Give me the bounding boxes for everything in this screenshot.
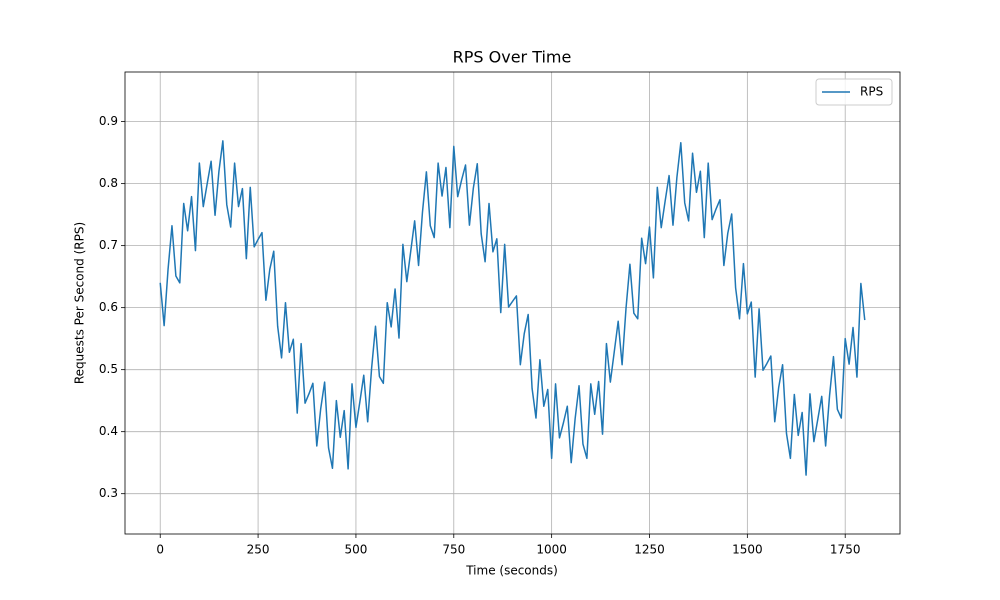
x-tick-label: 0 <box>156 543 164 557</box>
x-tick-label: 250 <box>247 543 270 557</box>
x-tick-label: 1250 <box>634 543 665 557</box>
legend-box <box>815 78 893 106</box>
x-tick-label: 500 <box>344 543 367 557</box>
y-tick-label: 0.4 <box>99 424 118 438</box>
y-tick-label: 0.7 <box>99 238 118 252</box>
y-axis-label: Requests Per Second (RPS) <box>73 222 87 384</box>
data-line <box>159 140 866 476</box>
chart-title: RPS Over Time <box>453 48 572 67</box>
y-tick-label: 0.8 <box>99 176 118 190</box>
y-tick-label: 0.3 <box>99 486 118 500</box>
plot-frame <box>124 71 901 535</box>
x-tick-label: 750 <box>442 543 465 557</box>
x-tick-label: 1000 <box>536 543 567 557</box>
x-tick-label: 1750 <box>830 543 861 557</box>
legend-label: RPS <box>860 85 883 99</box>
x-axis-label: Time (seconds) <box>465 564 558 578</box>
y-tick-label: 0.6 <box>99 300 118 314</box>
x-tick-label: 1500 <box>732 543 763 557</box>
y-tick-label: 0.9 <box>99 114 118 128</box>
y-tick-label: 0.5 <box>99 362 118 376</box>
